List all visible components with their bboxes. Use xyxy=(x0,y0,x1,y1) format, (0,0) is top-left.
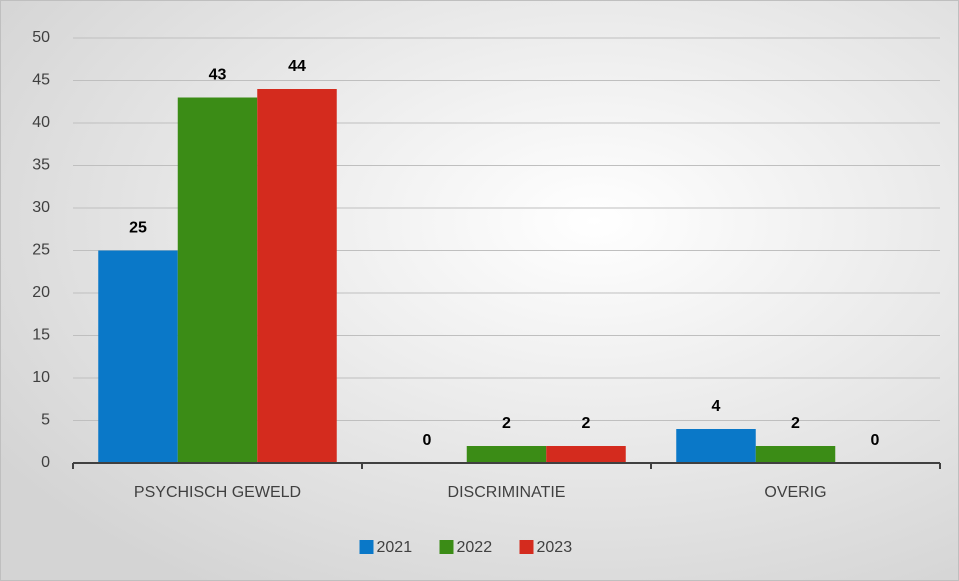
value-label: 2 xyxy=(582,415,591,432)
legend-swatch xyxy=(519,540,534,554)
y-tick-label: 25 xyxy=(32,242,50,259)
y-tick-label: 5 xyxy=(41,412,50,429)
y-tick-label: 15 xyxy=(32,327,50,344)
legend-swatch xyxy=(439,540,454,554)
bar xyxy=(177,97,258,463)
value-label: 0 xyxy=(423,432,432,449)
y-tick-label: 50 xyxy=(32,29,50,46)
legend-label: 2022 xyxy=(457,539,493,556)
value-label: 0 xyxy=(871,432,880,449)
y-tick-label: 20 xyxy=(32,284,50,301)
bar xyxy=(466,446,547,463)
legend-label: 2021 xyxy=(377,539,413,556)
x-tick-label: PSYCHISCH GEWELD xyxy=(134,484,301,501)
y-tick-label: 35 xyxy=(32,157,50,174)
bar xyxy=(676,429,756,463)
value-label: 4 xyxy=(712,398,721,415)
y-tick-label: 45 xyxy=(32,72,50,89)
y-tick-label: 40 xyxy=(32,114,50,131)
y-tick-label: 0 xyxy=(41,454,50,471)
value-label: 44 xyxy=(288,58,306,75)
value-label: 2 xyxy=(791,415,800,432)
value-label: 25 xyxy=(129,220,147,237)
x-tick-label: OVERIG xyxy=(764,484,826,501)
y-tick-label: 10 xyxy=(32,369,50,386)
value-label: 43 xyxy=(209,67,227,84)
legend-swatch xyxy=(359,540,374,554)
bar xyxy=(257,89,337,463)
value-label: 2 xyxy=(502,415,511,432)
bar xyxy=(546,446,626,463)
x-tick-label: DISCRIMINATIE xyxy=(448,484,566,501)
bar xyxy=(98,250,178,463)
y-tick-label: 30 xyxy=(32,199,50,216)
bar xyxy=(755,446,836,463)
legend-label: 2023 xyxy=(537,539,573,556)
